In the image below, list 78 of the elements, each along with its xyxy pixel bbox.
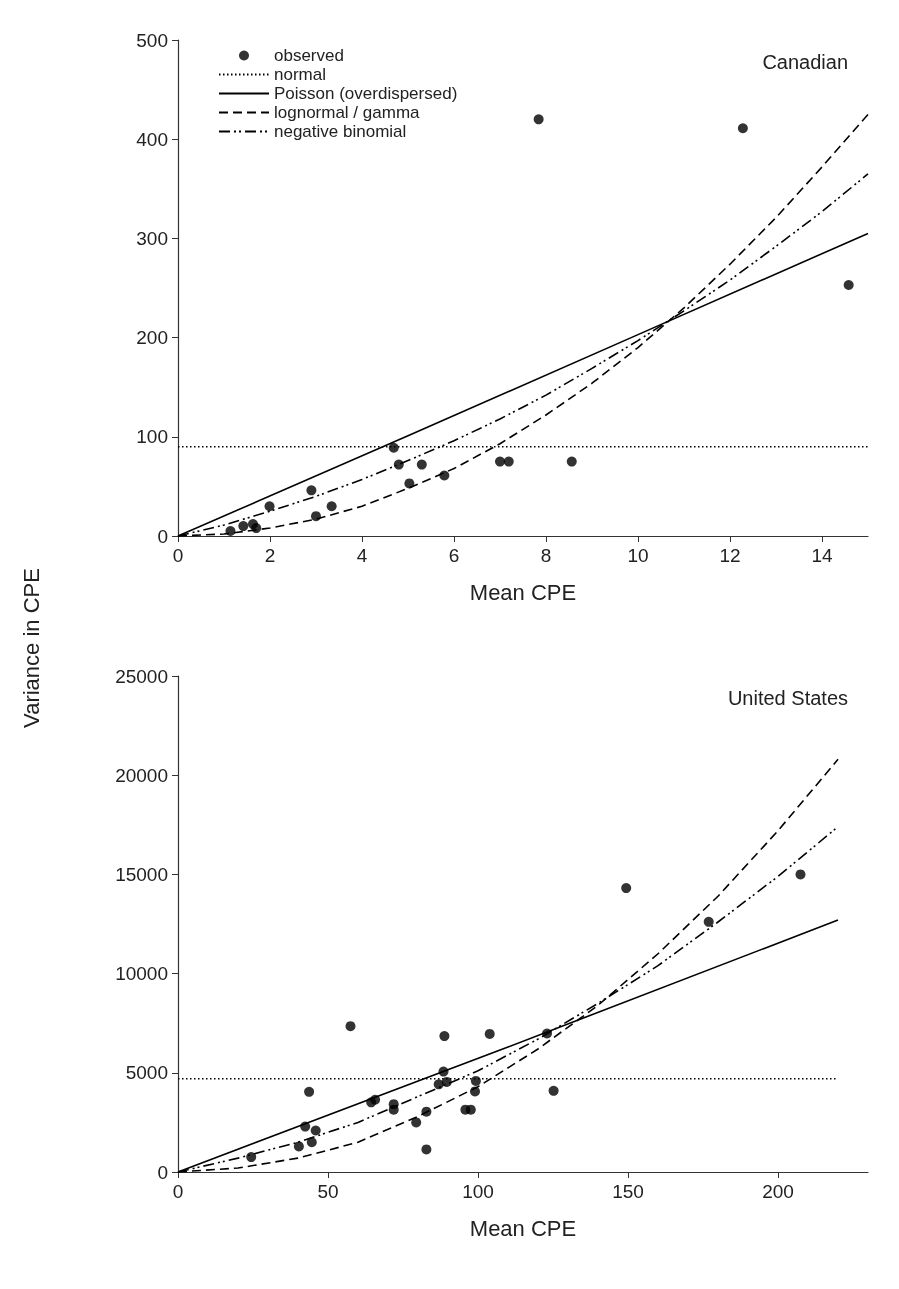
- y-tick-label: 500: [136, 29, 168, 51]
- x-tick-label: 14: [811, 545, 833, 566]
- y-tick-label: 0: [157, 1161, 168, 1183]
- x-tick-label: 50: [317, 1181, 339, 1202]
- point: [439, 1031, 450, 1042]
- point: [304, 1086, 315, 1097]
- point: [621, 883, 632, 894]
- point: [737, 123, 748, 134]
- point: [310, 1125, 321, 1136]
- x-tick-label: 0: [172, 545, 184, 566]
- point: [238, 521, 249, 532]
- point: [264, 501, 275, 512]
- x-tick-label: 2: [264, 545, 276, 566]
- x-axis-title: Mean CPE: [469, 579, 577, 605]
- point: [703, 916, 714, 927]
- point: [843, 280, 854, 291]
- point: [421, 1106, 432, 1117]
- point: [370, 1094, 381, 1105]
- point: [345, 1021, 356, 1032]
- point: [393, 459, 404, 470]
- point: [421, 1144, 432, 1155]
- point: [311, 511, 321, 522]
- x-tick-label: 6: [448, 545, 460, 566]
- y-tick-label: 5000: [125, 1062, 168, 1084]
- legend-label: observed: [274, 46, 344, 65]
- y-tick-label: 200: [136, 327, 168, 349]
- legend-label: Poisson (overdispersed): [274, 84, 458, 103]
- point: [404, 478, 415, 489]
- point: [439, 470, 450, 481]
- y-tick-label: 100: [136, 426, 168, 448]
- point: [484, 1028, 495, 1039]
- y-tick-label: 25000: [115, 665, 168, 687]
- annotation: United States: [727, 687, 849, 709]
- point: [533, 114, 544, 125]
- y-axis-title: Variance in CPE: [19, 568, 45, 728]
- x-tick-label: 12: [719, 545, 741, 566]
- x-tick-label: 200: [762, 1181, 794, 1202]
- point: [470, 1075, 481, 1086]
- y-tick-label: 20000: [115, 764, 168, 786]
- y-tick-label: 0: [157, 525, 168, 547]
- y-tick-label: 400: [136, 128, 168, 150]
- x-tick-label: 10: [627, 545, 649, 566]
- point: [246, 1152, 257, 1163]
- point: [503, 456, 514, 467]
- y-tick-label: 300: [136, 227, 168, 249]
- point: [795, 869, 806, 880]
- x-tick-label: 4: [356, 545, 368, 566]
- annotation: Canadian: [762, 51, 848, 73]
- y-tick-label: 10000: [115, 963, 168, 985]
- point: [542, 1028, 552, 1039]
- point: [566, 456, 577, 467]
- point: [225, 526, 236, 537]
- point: [388, 1104, 399, 1115]
- x-tick-label: 150: [612, 1181, 644, 1202]
- point: [495, 456, 505, 467]
- y-tick-label: 15000: [115, 863, 168, 885]
- x-axis-title: Mean CPE: [469, 1215, 577, 1241]
- point: [433, 1079, 444, 1090]
- point: [306, 485, 317, 496]
- point: [293, 1141, 304, 1152]
- point: [441, 1076, 452, 1087]
- point: [411, 1117, 422, 1128]
- point: [465, 1104, 476, 1115]
- point: [326, 501, 337, 512]
- legend-label: normal: [274, 65, 326, 84]
- point: [438, 1066, 449, 1077]
- x-tick-label: 0: [172, 1181, 184, 1202]
- point: [548, 1085, 559, 1096]
- point: [251, 523, 262, 534]
- x-tick-label: 100: [462, 1181, 494, 1202]
- point: [300, 1121, 311, 1132]
- point: [470, 1086, 480, 1097]
- point: [416, 459, 427, 470]
- point: [306, 1137, 317, 1148]
- point: [388, 442, 399, 453]
- legend-label: lognormal / gamma: [274, 103, 421, 122]
- x-tick-label: 8: [540, 545, 552, 566]
- legend-label: negative binomial: [274, 122, 407, 141]
